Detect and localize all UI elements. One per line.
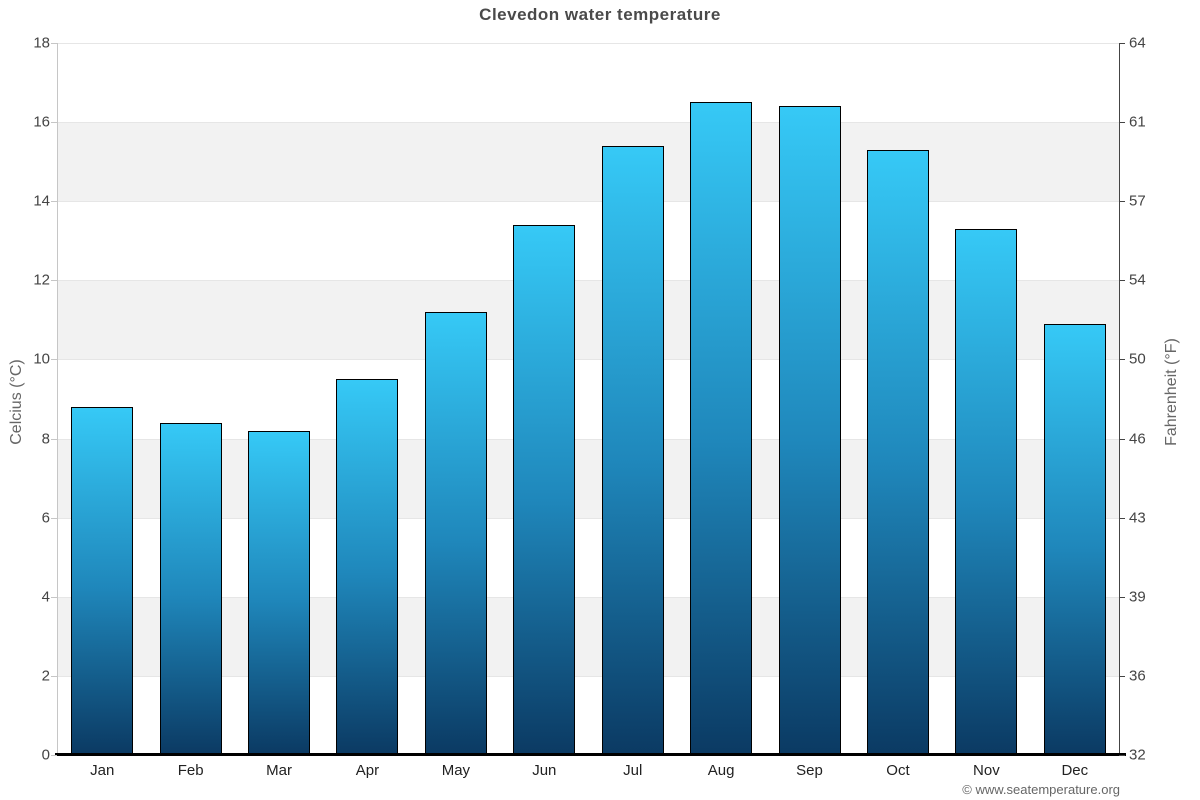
right-tickmark (1119, 675, 1125, 677)
xtick-aug: Aug (707, 762, 735, 779)
bar-mar[interactable] (248, 430, 311, 755)
bar-feb[interactable] (159, 422, 222, 755)
gridline (58, 280, 1119, 282)
xtick-dec: Dec (1061, 762, 1089, 779)
bar-may[interactable] (424, 311, 487, 755)
xtick-sep: Sep (796, 762, 823, 779)
left-tickmark (51, 43, 57, 44)
grid-band (58, 438, 1119, 518)
right-axis-line (1119, 43, 1120, 755)
left-ytick-8: 8 (41, 430, 50, 448)
right-ytick-32: 32 (1129, 746, 1146, 764)
xtick-oct: Oct (886, 762, 910, 779)
left-tickmark (51, 122, 57, 124)
right-tickmark (1119, 280, 1125, 282)
xtick-jun: Jun (532, 762, 557, 779)
right-tickmark (1119, 43, 1125, 44)
gridline (58, 43, 1119, 44)
left-axis-line (57, 43, 58, 755)
right-tickmark (1119, 755, 1125, 756)
grid-band (58, 122, 1119, 202)
left-ytick-4: 4 (41, 588, 50, 606)
grid-band (58, 201, 1119, 281)
right-tickmark (1119, 596, 1125, 598)
left-tickmark (51, 438, 57, 440)
left-tickmark (51, 201, 57, 203)
bar-jan[interactable] (71, 406, 134, 755)
right-tickmark (1119, 122, 1125, 124)
bar-jul[interactable] (601, 145, 664, 755)
grid-band (58, 359, 1119, 439)
xtick-may: May (441, 762, 471, 779)
xtick-feb: Feb (177, 762, 204, 779)
left-tickmark (51, 755, 57, 756)
gridline (58, 675, 1119, 677)
gridline (58, 201, 1119, 203)
grid-band (58, 675, 1119, 755)
right-tickmark (1119, 438, 1125, 440)
grid-band (58, 517, 1119, 597)
left-axis-title: Celcius (°C) (8, 359, 25, 445)
left-ytick-2: 2 (41, 667, 50, 685)
grid-band (58, 280, 1119, 360)
bar-aug[interactable] (690, 102, 753, 755)
bar-oct[interactable] (866, 149, 929, 755)
left-ytick-0: 0 (41, 746, 50, 764)
gridline (58, 122, 1119, 124)
right-ytick-57: 57 (1129, 192, 1146, 210)
left-ytick-16: 16 (33, 113, 50, 131)
right-ytick-39: 39 (1129, 588, 1146, 606)
right-tickmark (1119, 201, 1125, 203)
xtick-jan: Jan (90, 762, 115, 779)
left-tickmark (51, 675, 57, 677)
gridline (58, 517, 1119, 519)
bar-sep[interactable] (778, 106, 841, 755)
bottom-axis-line (55, 753, 1126, 756)
copyright-watermark: © www.seatemperature.org (962, 782, 1120, 797)
right-ytick-43: 43 (1129, 509, 1146, 527)
xtick-mar: Mar (266, 762, 292, 779)
right-ytick-50: 50 (1129, 350, 1146, 368)
left-tickmark (51, 596, 57, 598)
grid-band (58, 43, 1119, 123)
grid-band (58, 596, 1119, 676)
right-ytick-64: 64 (1129, 34, 1146, 52)
right-axis-title: Fahrenheit (°F) (1163, 338, 1180, 446)
right-tickmark (1119, 517, 1125, 519)
left-tickmark (51, 280, 57, 282)
left-ytick-6: 6 (41, 509, 50, 527)
plot-area (58, 43, 1119, 756)
left-tickmark (51, 359, 57, 361)
xtick-jul: Jul (623, 762, 643, 779)
right-ytick-46: 46 (1129, 430, 1146, 448)
left-ytick-18: 18 (33, 34, 50, 52)
gridline (58, 438, 1119, 440)
bar-jun[interactable] (513, 224, 576, 755)
left-ytick-10: 10 (33, 350, 50, 368)
gridline (58, 596, 1119, 598)
gridline (58, 359, 1119, 361)
right-ytick-54: 54 (1129, 271, 1146, 289)
left-ytick-12: 12 (33, 271, 50, 289)
xtick-apr: Apr (355, 762, 380, 779)
chart-title: Clevedon water temperature (479, 5, 721, 24)
bar-dec[interactable] (1043, 323, 1106, 755)
left-tickmark (51, 517, 57, 519)
bar-apr[interactable] (336, 379, 399, 755)
bar-nov[interactable] (955, 228, 1018, 755)
left-ytick-14: 14 (33, 192, 50, 210)
right-tickmark (1119, 359, 1125, 361)
right-ytick-61: 61 (1129, 113, 1146, 131)
right-ytick-36: 36 (1129, 667, 1146, 685)
xtick-nov: Nov (973, 762, 1000, 779)
